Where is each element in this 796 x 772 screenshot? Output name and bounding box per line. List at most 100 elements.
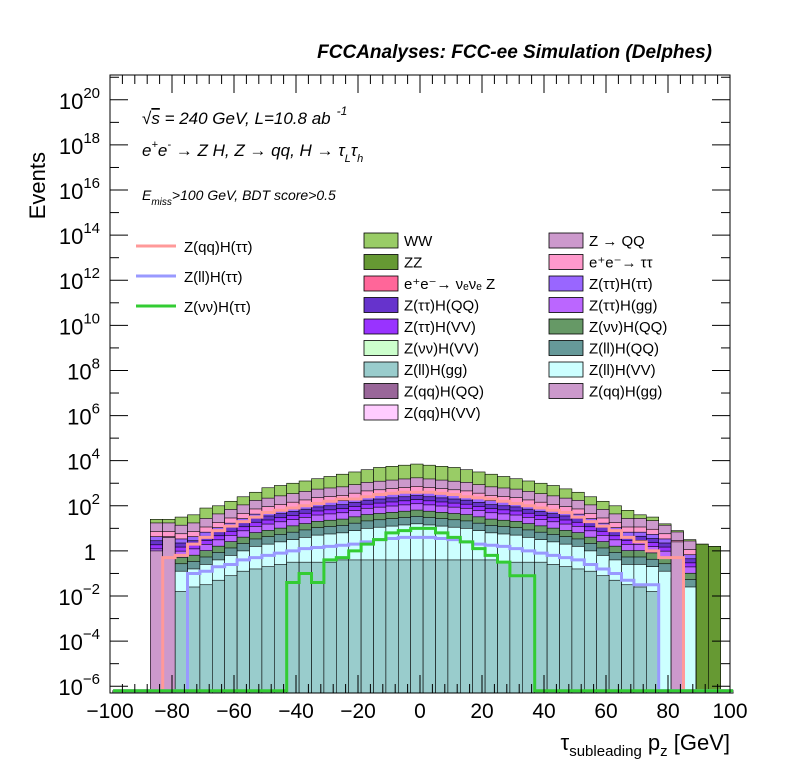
legend-fill-swatch bbox=[363, 404, 399, 421]
stack-bar bbox=[459, 559, 473, 694]
stack-bar bbox=[212, 579, 226, 694]
legend-fill-label: Z(ττ)H(VV) bbox=[404, 319, 476, 336]
y-tick-label: 10−4 bbox=[58, 626, 100, 655]
x-axis-label: τsubleading pz [GeV] bbox=[561, 730, 730, 760]
stack-bar bbox=[633, 586, 647, 694]
legend-fill-swatch bbox=[548, 318, 584, 335]
stack-bar bbox=[509, 561, 523, 694]
y-tick-label: 1018 bbox=[59, 130, 100, 159]
stack-bar bbox=[559, 566, 573, 694]
y-tick-label: 1 bbox=[84, 540, 96, 565]
stack-bar bbox=[397, 559, 411, 694]
stack-bar bbox=[187, 586, 201, 694]
ann-tau2: τ bbox=[351, 141, 359, 160]
x-tick-label: 60 bbox=[594, 700, 617, 723]
stack-bar bbox=[546, 564, 560, 694]
legend-fill-label: Z(qq)H(gg) bbox=[589, 384, 662, 401]
y-tick-label: 10−6 bbox=[58, 671, 100, 700]
y-tick-label: 1016 bbox=[59, 175, 100, 204]
x-tick-label: −40 bbox=[278, 700, 314, 723]
stack-bar bbox=[621, 584, 635, 694]
legend-fill-swatch bbox=[363, 318, 399, 335]
y-tick-label: 1010 bbox=[59, 310, 100, 339]
signal-line-1 bbox=[113, 535, 734, 693]
ann-sup: -1 bbox=[337, 104, 348, 118]
y-axis-label: Events bbox=[25, 152, 50, 219]
legend-fill-swatch bbox=[548, 361, 584, 378]
x-label-tau: τ bbox=[561, 730, 570, 755]
stack-bar bbox=[323, 561, 337, 694]
x-tick-label: 20 bbox=[470, 700, 493, 723]
x-tick-label: 40 bbox=[532, 700, 555, 723]
legend-fill-label: Z(νν)H(VV) bbox=[404, 341, 479, 358]
stack-bar bbox=[435, 559, 449, 694]
x-tick-label: −60 bbox=[216, 700, 252, 723]
stack-bar bbox=[335, 559, 349, 694]
stack-bar bbox=[385, 559, 399, 694]
legend-fill-label: Z(ττ)H(gg) bbox=[589, 298, 658, 315]
legend-fill-label: Z(ll)H(gg) bbox=[404, 362, 467, 379]
legend-fill-swatch bbox=[363, 383, 399, 399]
stack-bar bbox=[360, 559, 374, 694]
stack-bar bbox=[472, 559, 486, 694]
y-tick-label: 1012 bbox=[59, 265, 100, 294]
stack-bar bbox=[348, 559, 362, 694]
y-tick-label: 102 bbox=[67, 491, 100, 520]
legend-fill-swatch bbox=[363, 340, 399, 356]
legend: Z(qq)H(ττ) Z(ll)H(ττ) Z(νν)H(ττ) WW ZZ e⁺e⁻→ … bbox=[136, 232, 667, 422]
x-tick-label: −100 bbox=[86, 700, 133, 723]
legend-fill-swatch bbox=[548, 297, 584, 313]
legend-fill-label: Z(ττ)H(QQ) bbox=[404, 298, 479, 315]
legend-fill-swatch bbox=[363, 254, 399, 270]
ann-cut: >100 GeV, BDT score>0.5 bbox=[172, 187, 336, 203]
stack-bar bbox=[174, 591, 188, 694]
stack-bar bbox=[236, 570, 250, 694]
stack-bar bbox=[273, 564, 287, 694]
legend-fill-swatch bbox=[363, 232, 399, 249]
signal-line-2 bbox=[113, 526, 734, 693]
stack-bar bbox=[534, 561, 548, 694]
stack-bar bbox=[447, 559, 461, 694]
stack-bar bbox=[199, 584, 213, 694]
ann-miss: miss bbox=[151, 197, 172, 208]
x-label-p: p bbox=[642, 730, 660, 755]
y-tick-label: 106 bbox=[67, 401, 100, 430]
stack-bar bbox=[571, 568, 585, 694]
signal-lines-layer bbox=[113, 490, 734, 693]
stack-bar bbox=[497, 561, 511, 694]
legend-fill-swatch bbox=[363, 275, 399, 292]
y-tick-label: 10−2 bbox=[58, 581, 100, 610]
edge-bins bbox=[150, 537, 684, 694]
stack-bar bbox=[608, 579, 622, 694]
y-axis-ticks: 1020 1018 1016 1014 1012 1010 108 106 104 102 1 10−… bbox=[58, 76, 730, 700]
stack-bar bbox=[410, 559, 424, 694]
stack-bar bbox=[695, 543, 709, 694]
x-tick-label: 80 bbox=[656, 700, 679, 723]
x-tick-label: 0 bbox=[414, 700, 426, 723]
signal-line-0 bbox=[113, 490, 734, 693]
legend-fill-swatch bbox=[548, 340, 584, 356]
legend-fill-swatch bbox=[548, 232, 584, 249]
legend-line-label: Z(qq)H(ττ) bbox=[184, 239, 253, 256]
ann-subh: h bbox=[357, 153, 363, 165]
legend-line-label: Z(ll)H(ττ) bbox=[184, 269, 243, 286]
legend-fill-label: Z(νν)H(QQ) bbox=[589, 319, 667, 336]
ann-plus: + bbox=[151, 139, 158, 151]
y-tick-label: 1020 bbox=[59, 85, 100, 114]
ann-e2: e bbox=[158, 141, 167, 160]
annotation-process: e+e- → Z H, Z → qq, H → τLτh bbox=[142, 139, 363, 165]
ann-sqrt: √ bbox=[142, 109, 152, 128]
x-tick-label: −20 bbox=[340, 700, 376, 723]
legend-fill-label: Z(qq)H(QQ) bbox=[404, 384, 484, 401]
y-tick-label: 1014 bbox=[59, 220, 100, 249]
x-label-sub: subleading bbox=[569, 743, 642, 760]
stack-bar bbox=[484, 559, 498, 694]
legend-fill-label: Z(qq)H(VV) bbox=[404, 405, 481, 422]
stack-bar bbox=[261, 566, 275, 694]
stack-bar bbox=[583, 570, 597, 694]
legend-fill-label: Z(ll)H(QQ) bbox=[589, 341, 659, 358]
x-label-z: z bbox=[660, 743, 668, 760]
ann-minus: - bbox=[167, 139, 171, 151]
legend-fill-label: Z(ττ)H(ττ) bbox=[589, 276, 653, 293]
stack-bar bbox=[298, 561, 312, 694]
